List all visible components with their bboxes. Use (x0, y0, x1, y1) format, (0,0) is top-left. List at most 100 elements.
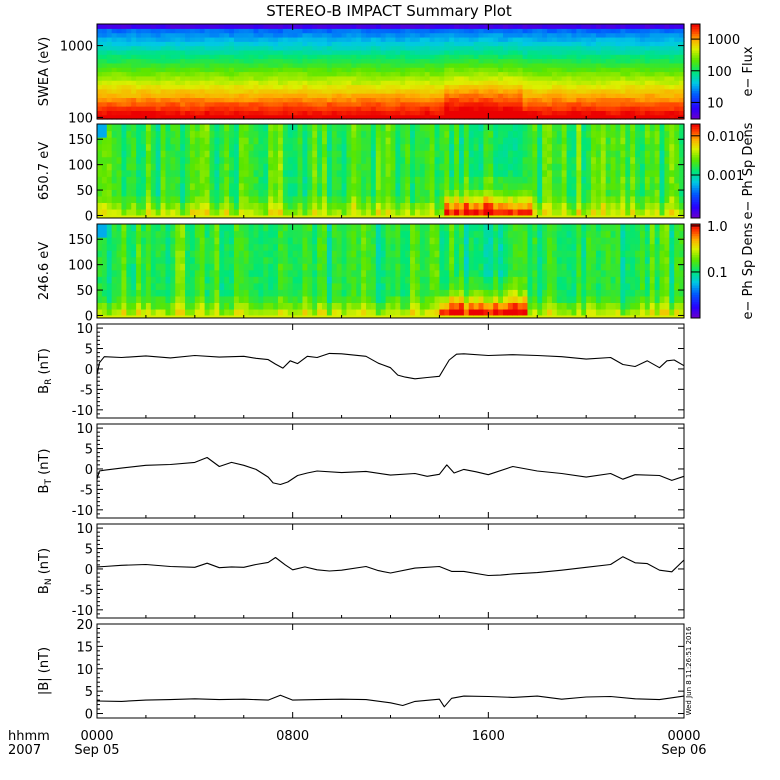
swea-cell (512, 101, 519, 107)
pitch-cell (273, 124, 279, 132)
pitch-cell (659, 130, 666, 138)
swea-cell (566, 32, 573, 38)
pitch-cell (400, 189, 406, 197)
pitch-cell (419, 215, 426, 218)
swea-cell (473, 41, 480, 47)
swea-cell (302, 32, 308, 38)
swea-cell (238, 93, 245, 99)
pitch-cell (351, 124, 357, 132)
pitch-cell (483, 202, 489, 210)
swea-cell (449, 45, 455, 51)
swea-cell (454, 54, 460, 60)
swea-cell (189, 67, 196, 73)
pitch-cell (595, 202, 602, 210)
swea-cell (214, 101, 220, 107)
swea-cell (488, 32, 494, 38)
swea-cell (356, 114, 362, 120)
pitch-cell (429, 163, 436, 171)
pitch-cell (654, 202, 661, 210)
swea-cell (512, 97, 519, 103)
pitch-cell (410, 215, 416, 218)
pitch-cell (312, 182, 318, 190)
pa650-ytick-label: 0 (85, 209, 93, 224)
swea-cell (346, 24, 352, 29)
swea-cell (214, 84, 220, 90)
pitch-cell (463, 163, 470, 171)
swea-cell (566, 58, 573, 64)
swea-cell (405, 41, 411, 47)
pitch-cell (331, 169, 338, 177)
swea-cell (547, 32, 553, 38)
pitch-cell (155, 282, 162, 290)
pitch-cell (644, 124, 651, 132)
swea-cell (625, 41, 631, 47)
swea-cell (537, 54, 543, 60)
swea-cell (414, 114, 421, 120)
pitch-cell (224, 215, 230, 218)
pitch-cell (605, 189, 612, 197)
swea-cell (405, 24, 411, 29)
pitch-cell (277, 169, 284, 177)
pitch-cell (449, 169, 455, 177)
swea-cell (503, 45, 509, 51)
swea-cell (370, 24, 377, 29)
swea-cell (243, 106, 250, 111)
swea-cell (322, 80, 328, 86)
swea-cell (351, 80, 357, 86)
swea-cell (439, 101, 445, 107)
pitch-cell (229, 289, 235, 297)
pitch-cell (356, 169, 362, 177)
swea-cell (605, 110, 612, 116)
swea-cell (649, 54, 656, 60)
pitch-cell (150, 256, 157, 264)
swea-cell (194, 114, 201, 120)
pitch-cell (106, 124, 113, 132)
pitch-cell (287, 195, 294, 203)
pitch-cell (498, 150, 504, 158)
pitch-cell (527, 189, 533, 197)
swea-cell (219, 106, 225, 111)
swea-cell (253, 24, 260, 29)
swea-cell (639, 110, 646, 116)
swea-cell (664, 54, 670, 60)
swea-cell (390, 93, 396, 99)
colorbar-swatch (691, 131, 700, 134)
pitch-cell (141, 237, 147, 245)
pitch-cell (121, 156, 127, 164)
swea-cell (238, 58, 245, 64)
pitch-cell (375, 195, 382, 203)
swea-cell (542, 97, 548, 103)
swea-cell (150, 84, 157, 90)
colorbar-swatch (691, 124, 700, 127)
pitch-cell (361, 150, 367, 158)
swea-cell (356, 84, 362, 90)
pitch-cell (498, 189, 504, 197)
pitch-cell (498, 208, 504, 217)
swea-cell (282, 45, 289, 51)
pitch-cell (111, 256, 118, 264)
swea-cell (615, 106, 622, 111)
swea-cell (551, 58, 558, 64)
swea-cell (111, 54, 118, 60)
pitch-cell (219, 202, 225, 210)
pitch-cell (664, 202, 670, 210)
swea-cell (566, 114, 573, 120)
swea-cell (503, 106, 509, 111)
pitch-cell (331, 156, 338, 164)
pitch-cell (659, 150, 666, 158)
swea-cell (625, 114, 631, 120)
swea-cell (141, 32, 147, 38)
swea-cell (106, 80, 113, 86)
swea-cell (204, 106, 211, 111)
pitch-cell (576, 150, 582, 158)
swea-cell (150, 88, 157, 94)
swea-cell (414, 58, 421, 64)
pitch-cell (449, 137, 455, 145)
pitch-cell (268, 143, 274, 151)
pitch-cell (268, 202, 274, 210)
pitch-cell (468, 143, 475, 151)
swea-cell (493, 49, 499, 55)
pitch-cell (199, 308, 206, 317)
pitch-cell (419, 176, 426, 184)
pitch-cell (282, 130, 289, 138)
